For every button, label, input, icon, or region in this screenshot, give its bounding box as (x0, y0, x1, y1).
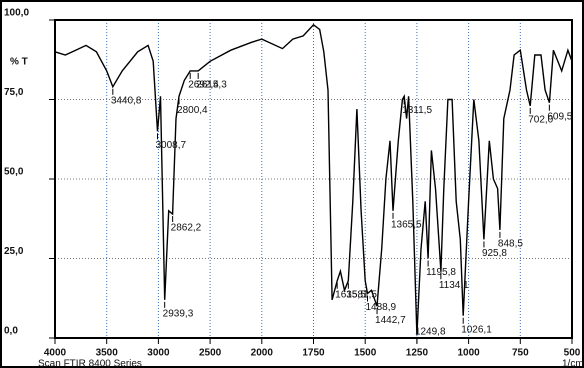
peak-label: 1134,1 (439, 280, 469, 291)
x-tick-label: 1000 (457, 348, 480, 359)
x-tick-label: 1750 (302, 348, 325, 359)
peak-label: 1365,5 (391, 219, 422, 230)
spectrum-line (54, 23, 573, 335)
peak-label: 702,0 (528, 115, 553, 126)
x-tick-label: 750 (512, 348, 529, 359)
y-tick-label: 0,0 (4, 326, 18, 337)
peak-label: 1635,5 (335, 289, 366, 300)
peak-label: 925,8 (482, 248, 507, 259)
peak-label: 1442,7 (375, 315, 406, 326)
peak-label: 2800,4 (177, 105, 208, 116)
x-tick-label: 1250 (406, 348, 429, 359)
y-tick-label: 75,0 (4, 87, 24, 98)
peak-label: 1311,5 (402, 105, 432, 116)
peak-label: 1195,8 (426, 267, 456, 278)
peak-label: 609,5 (547, 111, 572, 122)
footer: Scan FTIR 8400 Series (38, 359, 142, 368)
y-tick-label: 50,0 (4, 167, 24, 178)
peak-label: 1026,1 (461, 324, 492, 335)
peak-label: 2939,3 (163, 308, 194, 319)
plot-border (54, 19, 573, 339)
peak-label: 848,5 (498, 239, 523, 250)
peak-label: 2862,2 (171, 223, 202, 234)
x-unit: 1/cm (562, 359, 584, 368)
x-tick-label: 4000 (44, 348, 67, 359)
y-tick-label: 25,0 (4, 246, 24, 257)
peak-label: 3008,7 (156, 140, 187, 151)
peak-label: 1581,5 (346, 289, 377, 300)
x-tick-label: 3000 (147, 348, 170, 359)
peak-label: 3440,8 (111, 95, 142, 106)
y-tick-label: 100,0 (4, 8, 29, 19)
x-tick-label: 500 (564, 348, 581, 359)
x-tick-label: 3500 (96, 348, 119, 359)
peak-label: 2615,3 (196, 80, 227, 91)
y-axis-label: % T (10, 57, 28, 68)
peak-label: 2692,4 (188, 80, 219, 91)
peak-label: 1249,8 (415, 327, 446, 338)
x-tick-label: 1500 (354, 348, 377, 359)
peak-label: 1488,9 (365, 302, 396, 313)
x-tick-label: 2000 (251, 348, 274, 359)
x-tick-label: 2500 (199, 348, 222, 359)
